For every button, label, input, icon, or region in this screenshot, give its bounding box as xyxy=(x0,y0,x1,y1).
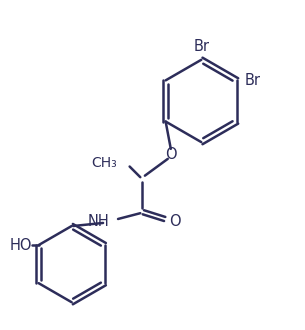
Text: O: O xyxy=(169,214,181,229)
Text: NH: NH xyxy=(88,214,110,229)
Text: O: O xyxy=(165,147,177,162)
Text: Br: Br xyxy=(193,39,209,54)
Text: CH₃: CH₃ xyxy=(92,156,117,171)
Text: HO: HO xyxy=(9,238,32,252)
Text: Br: Br xyxy=(245,73,260,88)
